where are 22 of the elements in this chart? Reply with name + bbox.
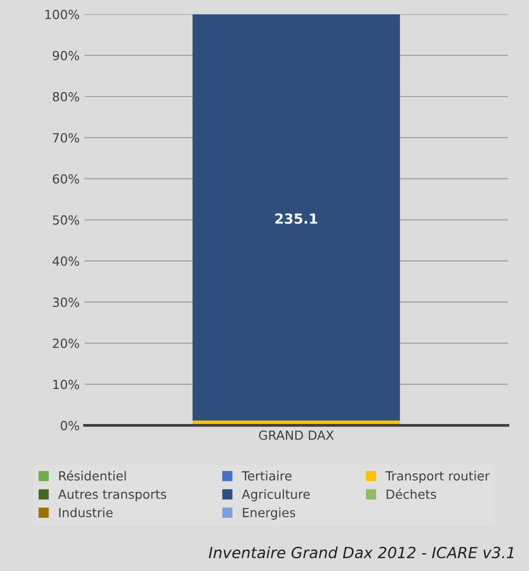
- y-tick-label: 20%: [52, 338, 80, 348]
- y-tick-label: 10%: [53, 380, 80, 390]
- y-tick-label: 90%: [52, 50, 80, 60]
- x-tick-label: GRAND DAX: [258, 430, 334, 440]
- y-tick-label: 50%: [52, 215, 80, 225]
- y-tick-label: 0%: [60, 420, 80, 430]
- y-tick-label: 40%: [52, 256, 80, 266]
- y-tick-label: 70%: [53, 133, 80, 143]
- legend-label: Tertiaire: [242, 470, 292, 481]
- legend-label: Agriculture: [242, 489, 310, 502]
- legend-label: Transport routier: [385, 470, 490, 484]
- y-tick-label: 80%: [52, 92, 80, 102]
- y-tick-label: 100%: [45, 10, 80, 20]
- legend-label: Autres transports: [58, 490, 166, 502]
- legend-label: Industrie: [59, 508, 113, 518]
- legend-label: Déchets: [386, 488, 436, 499]
- text: Inventaire Grand Dax 2012 - ICARE v3.1: [208, 546, 514, 558]
- legend-label: Résidentiel: [59, 470, 126, 481]
- y-tick-label: 30%: [52, 298, 80, 307]
- y-tick-label: 60%: [52, 174, 80, 184]
- annotation: 235.1: [275, 213, 318, 224]
- legend-label: Energies: [242, 508, 296, 520]
